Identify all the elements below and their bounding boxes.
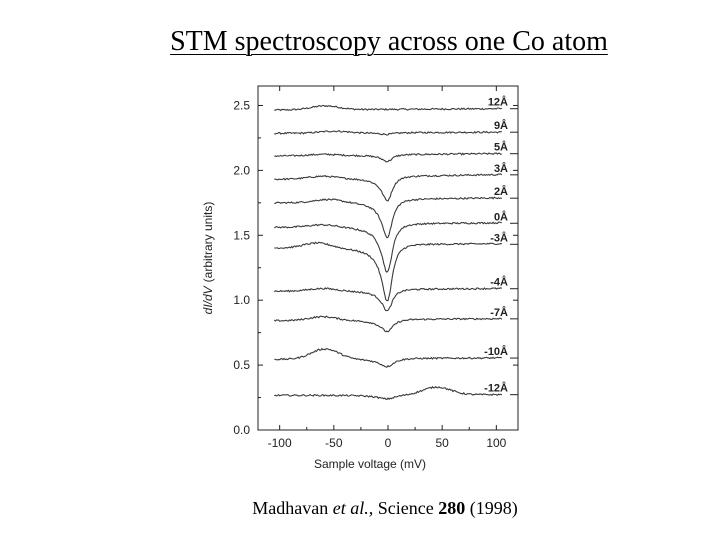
trace-label: 12Å	[488, 96, 508, 109]
citation-et-al: et al.,	[332, 498, 374, 518]
trace-label: 3Å	[494, 162, 508, 175]
slide-title: STM spectroscopy across one Co atom	[170, 26, 608, 57]
y-tick-label: 2.5	[233, 98, 250, 112]
series-line--12Å	[274, 385, 503, 400]
citation-journal: Science	[377, 498, 434, 518]
series-line--7Å	[273, 315, 503, 333]
citation-volume: 280	[438, 498, 466, 518]
series-line--4Å	[273, 287, 503, 312]
series-group	[273, 104, 503, 400]
trace-label: 9Å	[494, 119, 508, 132]
spectroscopy-chart: 0.0 0.5 1.0 1.5 2.0 2.5 -100 -50 0 50 100 12Å 9Å 5Å 3…	[201, 85, 519, 471]
series-line--10Å	[274, 347, 502, 368]
x-tick-label: 100	[486, 436, 506, 450]
trace-label: -12Å	[484, 382, 508, 395]
series-line-5Å	[274, 152, 502, 163]
series-line-9Å	[274, 129, 502, 136]
x-tick-label: 50	[435, 436, 449, 450]
x-tick-label: 0	[385, 436, 392, 450]
series-line-0Å	[273, 221, 502, 273]
series-line-12Å	[274, 104, 503, 112]
y-axis-label: dI/dV (arbitrary units)	[201, 202, 215, 315]
series-line-3Å	[274, 173, 503, 202]
y-tick-label: 1.5	[233, 228, 250, 242]
y-tick-label: 0.5	[233, 358, 250, 372]
trace-labels: 12Å 9Å 5Å 3Å 2Å 0Å -3Å -4Å -7Å -10Å -12Å	[484, 96, 518, 396]
x-axis-label: Sample voltage (mV)	[314, 457, 426, 471]
y-tick-label: 1.0	[233, 293, 250, 307]
x-tick-label: -50	[325, 436, 343, 450]
y-axis-label-rest: (arbitrary units)	[201, 202, 215, 283]
axis-ticks: 0.0 0.5 1.0 1.5 2.0 2.5 -100 -50 0 50 100	[233, 86, 518, 450]
trace-label: -4Å	[490, 276, 508, 289]
x-tick-label: -100	[268, 436, 292, 450]
y-tick-label: 2.0	[233, 163, 250, 177]
plot-area-border	[257, 85, 519, 431]
trace-label: -3Å	[490, 231, 508, 244]
y-axis-label-italic: dI/dV	[201, 285, 215, 314]
series-line--3Å	[274, 241, 503, 302]
citation: Madhavan et al., Science 280 (1998)	[0, 498, 720, 519]
citation-authors: Madhavan	[252, 498, 329, 518]
citation-year: (1998)	[469, 498, 518, 518]
y-tick-label: 0.0	[233, 423, 250, 437]
trace-label: -7Å	[490, 306, 508, 319]
trace-label: 0Å	[494, 210, 508, 223]
plot-frame	[257, 85, 519, 431]
trace-label: 2Å	[494, 185, 508, 198]
trace-label: -10Å	[484, 345, 508, 358]
trace-label: 5Å	[494, 141, 508, 154]
series-line-2Å	[274, 196, 503, 239]
